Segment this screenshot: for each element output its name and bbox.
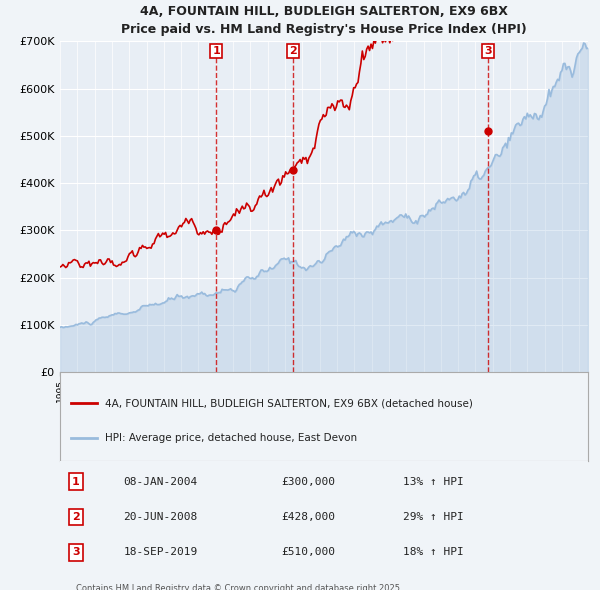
Text: 13% ↑ HPI: 13% ↑ HPI [403,477,464,487]
Text: 1: 1 [212,46,220,56]
Text: HPI: Average price, detached house, East Devon: HPI: Average price, detached house, East… [105,434,357,444]
Text: 18-SEP-2019: 18-SEP-2019 [124,548,197,558]
Text: 2: 2 [289,46,297,56]
Text: 08-JAN-2004: 08-JAN-2004 [124,477,197,487]
Text: £300,000: £300,000 [282,477,336,487]
Text: 18% ↑ HPI: 18% ↑ HPI [403,548,464,558]
Text: 3: 3 [484,46,492,56]
Title: 4A, FOUNTAIN HILL, BUDLEIGH SALTERTON, EX9 6BX
Price paid vs. HM Land Registry's: 4A, FOUNTAIN HILL, BUDLEIGH SALTERTON, E… [121,5,527,36]
Text: 2: 2 [72,512,80,522]
Text: 29% ↑ HPI: 29% ↑ HPI [403,512,464,522]
Text: 1: 1 [72,477,80,487]
Text: 4A, FOUNTAIN HILL, BUDLEIGH SALTERTON, EX9 6BX (detached house): 4A, FOUNTAIN HILL, BUDLEIGH SALTERTON, E… [105,398,473,408]
Text: £510,000: £510,000 [282,548,336,558]
Text: 3: 3 [72,548,80,558]
Text: £428,000: £428,000 [282,512,336,522]
Text: 20-JUN-2008: 20-JUN-2008 [124,512,197,522]
Text: Contains HM Land Registry data © Crown copyright and database right 2025.
This d: Contains HM Land Registry data © Crown c… [76,584,403,590]
